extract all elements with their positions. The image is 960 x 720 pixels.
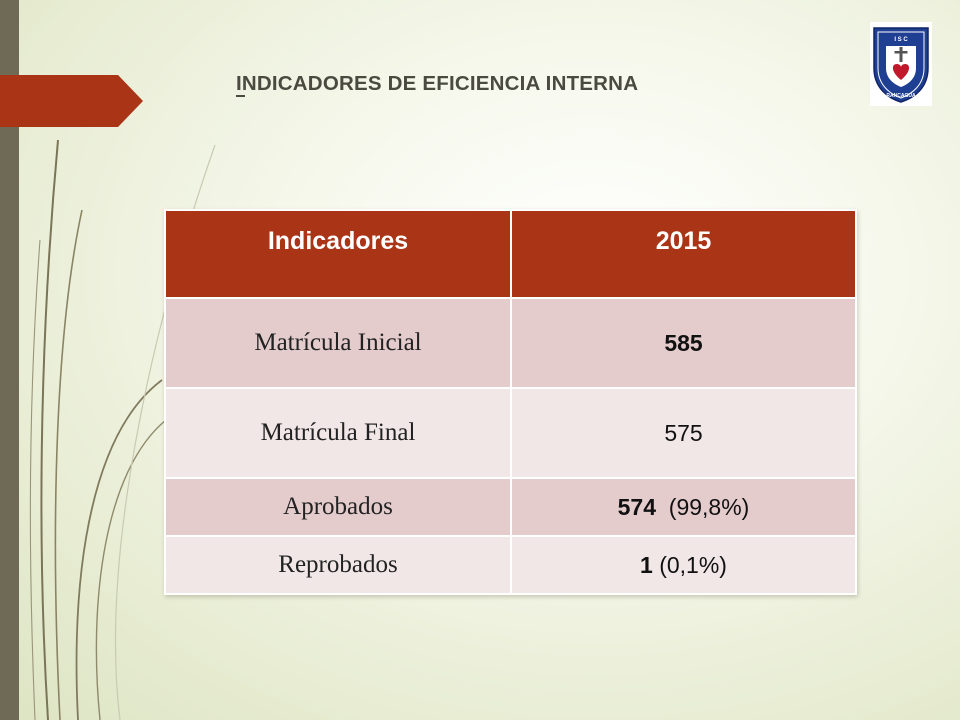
table-row: Matrícula Final 575 (164, 387, 857, 479)
title-underline (236, 95, 245, 97)
row-label: Matrícula Inicial (164, 297, 512, 389)
table-header-row: Indicadores 2015 (164, 209, 857, 299)
row-value-extra: (0,1%) (659, 551, 727, 578)
title-arrow-shape (0, 75, 143, 127)
left-side-bar (0, 0, 19, 720)
row-label: Reprobados (164, 535, 512, 595)
slide-title: INDICADORES DE EFICIENCIA INTERNA (236, 72, 639, 95)
header-indicadores: Indicadores (164, 209, 512, 299)
table-row: Matrícula Inicial 585 (164, 297, 857, 389)
indicators-table: Indicadores 2015 Matrícula Inicial 585 M… (164, 209, 857, 595)
school-logo: I S C RANCAGUA (870, 22, 932, 106)
header-year: 2015 (510, 209, 857, 299)
table-row: Reprobados 1 (0,1%) (164, 535, 857, 595)
logo-top-text: I S C (894, 37, 908, 43)
row-value: 575 (510, 387, 857, 479)
row-value-main: 585 (664, 329, 703, 356)
row-label: Aprobados (164, 477, 512, 537)
table-row: Aprobados 574 (99,8%) (164, 477, 857, 537)
row-value-main: 575 (664, 419, 703, 446)
row-value-main: 1 (640, 551, 653, 578)
row-value: 1 (0,1%) (510, 535, 857, 595)
row-value-extra: (99,8%) (668, 493, 750, 520)
row-value: 585 (510, 297, 857, 389)
logo-bottom-text: RANCAGUA (886, 93, 916, 99)
row-label: Matrícula Final (164, 387, 512, 479)
row-value: 574 (99,8%) (510, 477, 857, 537)
row-value-main: 574 (617, 493, 657, 520)
